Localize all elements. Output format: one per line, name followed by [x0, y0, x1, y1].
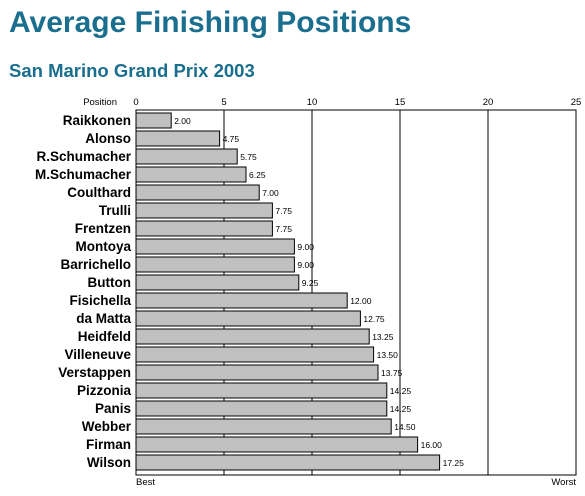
category-label: M.Schumacher [35, 167, 132, 182]
category-label: Fisichella [69, 293, 131, 308]
value-label: 7.75 [275, 224, 292, 234]
x-tick-label: 10 [307, 97, 318, 108]
bar [135, 346, 375, 363]
bar [135, 184, 260, 201]
category-label: Frentzen [75, 221, 131, 236]
bars-layer: Raikkonen 2.00 Alonso 4.75 R.Schumacher 5.75 M… [35, 112, 465, 471]
chart-subtitle: San Marino Grand Prix 2003 [9, 60, 255, 81]
bar [135, 400, 388, 417]
bar [135, 202, 273, 219]
value-label: 4.75 [223, 134, 240, 144]
category-label: Heidfeld [78, 329, 131, 344]
value-label: 9.00 [297, 242, 314, 252]
value-label: 14.25 [390, 386, 412, 396]
category-label: Firman [86, 437, 131, 452]
bar [135, 436, 419, 453]
category-label: Panis [95, 401, 131, 416]
category-label: Alonso [85, 131, 131, 146]
value-label: 16.00 [421, 440, 443, 450]
bar [135, 310, 361, 327]
value-label: 2.00 [174, 116, 191, 126]
bar [135, 166, 247, 183]
category-label: Raikkonen [63, 113, 131, 128]
category-label: R.Schumacher [36, 149, 131, 164]
value-label: 7.00 [262, 188, 279, 198]
x-tick-label: 15 [395, 97, 406, 108]
category-label: Webber [82, 419, 132, 434]
axis-label: Position [83, 97, 117, 108]
value-label: 13.50 [377, 350, 399, 360]
x-tick-label: 0 [133, 97, 138, 108]
value-label: 5.75 [240, 152, 257, 162]
bar [135, 364, 379, 381]
value-label: 17.25 [443, 458, 465, 468]
value-label: 9.00 [297, 260, 314, 270]
category-label: Verstappen [58, 365, 131, 380]
value-label: 14.25 [390, 404, 412, 414]
bar [135, 148, 238, 165]
bar [135, 328, 370, 345]
axis-max-label: Worst [551, 477, 576, 488]
bar [135, 256, 295, 273]
category-label: Barrichello [60, 257, 131, 272]
x-tick-label: 5 [221, 97, 226, 108]
bar [135, 292, 348, 309]
value-label: 6.25 [249, 170, 266, 180]
x-tick-label: 20 [483, 97, 494, 108]
value-label: 7.75 [275, 206, 292, 216]
category-label: Trulli [99, 203, 131, 218]
value-label: 12.75 [363, 314, 385, 324]
bar [135, 274, 300, 291]
value-label: 13.75 [381, 368, 403, 378]
bar [135, 454, 441, 471]
value-label: 14.50 [394, 422, 416, 432]
chart-title: Average Finishing Positions [9, 6, 412, 39]
category-label: Wilson [87, 455, 131, 470]
value-label: 9.25 [302, 278, 319, 288]
category-label: Pizzonia [77, 383, 131, 398]
category-label: Coulthard [67, 185, 131, 200]
value-label: 12.00 [350, 296, 372, 306]
bar [135, 130, 221, 147]
bar [135, 238, 295, 255]
category-label: Montoya [76, 239, 132, 254]
x-tick-label: 25 [571, 97, 582, 108]
category-label: Button [88, 275, 131, 290]
bar [135, 220, 273, 237]
value-label: 13.25 [372, 332, 394, 342]
bar [135, 418, 392, 435]
category-label: da Matta [76, 311, 131, 326]
bar [135, 112, 172, 129]
category-label: Villeneuve [64, 347, 131, 362]
axis-min-label: Best [136, 477, 155, 488]
bar [135, 382, 388, 399]
